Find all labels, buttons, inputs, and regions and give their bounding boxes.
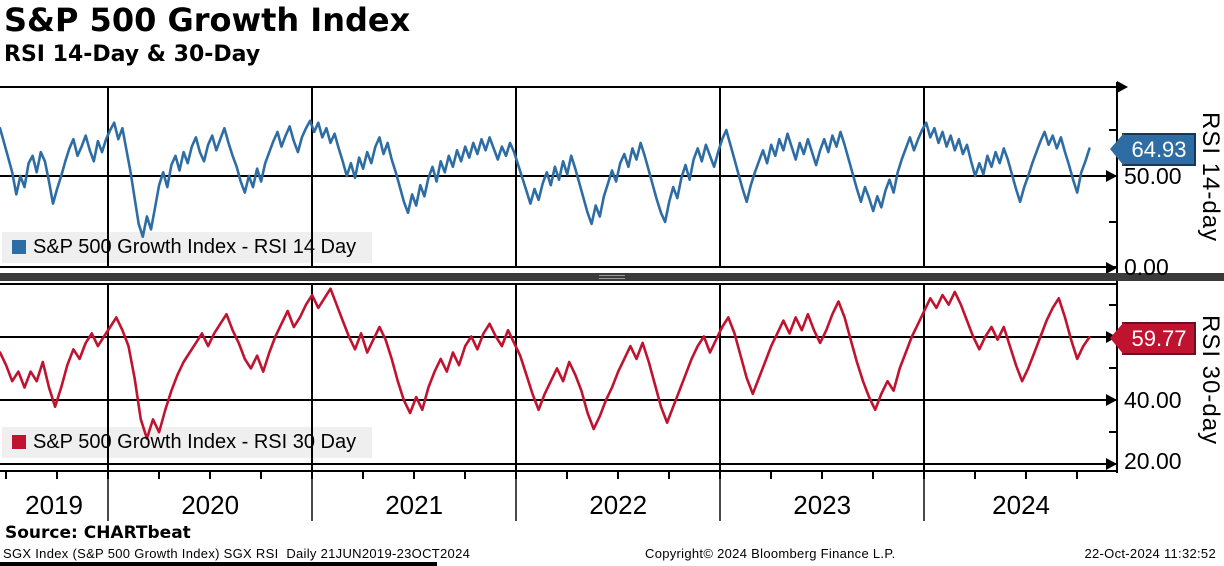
ysep [719,472,722,521]
arrow-right [1106,262,1117,274]
ytickminor [1109,303,1117,306]
panel-splitter[interactable] [0,273,1224,281]
ytickminor [1109,431,1117,434]
copyright-notice: Copyright© 2024 Bloomberg Finance L.P. [645,546,896,561]
rsi14-axis-title: RSI 14-day [1197,111,1224,243]
vgrid [311,87,314,268]
ysep [311,472,314,521]
qtick [1025,472,1028,479]
panel1-bottom-border [0,266,1118,268]
ysep [107,472,110,521]
qtick [362,472,365,479]
hgrid [0,399,1118,402]
rsi30-tick-20: 20.00 [1124,448,1182,474]
qtick [668,472,671,479]
panel2-bottom-axis [0,470,1118,472]
qtick [821,472,824,479]
hgrid [0,463,1118,466]
bottom-edge-bar [0,562,437,566]
qtick [617,472,620,479]
arrow-right [1106,394,1117,407]
ticker-descriptor: SGX Index (S&P 500 Growth Index) SGX RSI… [3,546,471,561]
x-axis-year-2022: 2022 [589,490,648,520]
rsi30-last-value-tag[interactable]: 59.77 [1110,322,1196,355]
x-axis-year-2020: 2020 [181,490,240,520]
qtick [107,472,110,479]
rsi30-axis-title: RSI 30-day [1197,314,1224,446]
vgrid [719,87,722,268]
x-axis-year-2019: 2019 [25,490,83,520]
qtick [413,472,416,479]
x-axis-year-2024: 2024 [992,490,1050,520]
legend-box-rsi14[interactable] [2,232,372,263]
ysep [923,472,926,521]
page-title: S&P 500 Growth Index [4,1,411,39]
vgrid [311,283,314,472]
rsi14-tick-50: 50.00 [1124,163,1182,189]
qtick [566,472,569,479]
arrow-right [1106,170,1117,183]
qtick [770,472,773,479]
vgrid [515,283,518,472]
qtick [1076,472,1079,479]
qtick [515,472,518,479]
vgrid [107,283,110,472]
ytickminor [1109,221,1117,223]
hgrid [0,335,1118,338]
legend-box-rsi30[interactable] [2,427,372,458]
qtick [158,472,161,479]
qtick [209,472,212,479]
x-axis-year-2021: 2021 [385,490,444,520]
rsi14-last-value-tag[interactable]: 64.93 [1110,133,1196,166]
panel2-top-border [0,283,1118,285]
timestamp: 22-Oct-2024 11:32:52 [1084,546,1216,561]
vgrid [107,87,110,268]
ysep [515,472,518,521]
qtick [923,472,926,479]
qtick [311,472,314,479]
panel1-top-border [0,86,1118,88]
qtick [974,472,977,479]
rsi30-line-chart [0,287,1091,440]
ytickminor [1109,129,1117,132]
vgrid [923,87,926,268]
qtick [719,472,722,479]
vgrid [923,283,926,472]
rsi14-line-chart [0,119,1091,238]
qtick [872,472,875,479]
axis-arrow-right-icon [1117,81,1128,93]
rsi30-series-line [0,287,1091,440]
rsi14-series-line [0,119,1091,238]
vgrid [515,87,518,268]
qtick [5,472,8,479]
qtick [464,472,467,479]
source-label: Source: CHARTbeat [5,523,191,543]
rsi30-tick-40: 40.00 [1124,387,1182,413]
qtick [56,472,59,479]
x-axis-year-2023: 2023 [793,490,852,520]
arrow-right [1106,458,1117,471]
qtick [260,472,263,479]
rsi14-tick-0: 0.00 [1124,254,1169,280]
vgrid [719,283,722,472]
ytickminor [1109,367,1117,370]
splitter-grip-icon[interactable] [599,274,625,280]
page-subtitle: RSI 14-Day & 30-Day [4,42,261,67]
